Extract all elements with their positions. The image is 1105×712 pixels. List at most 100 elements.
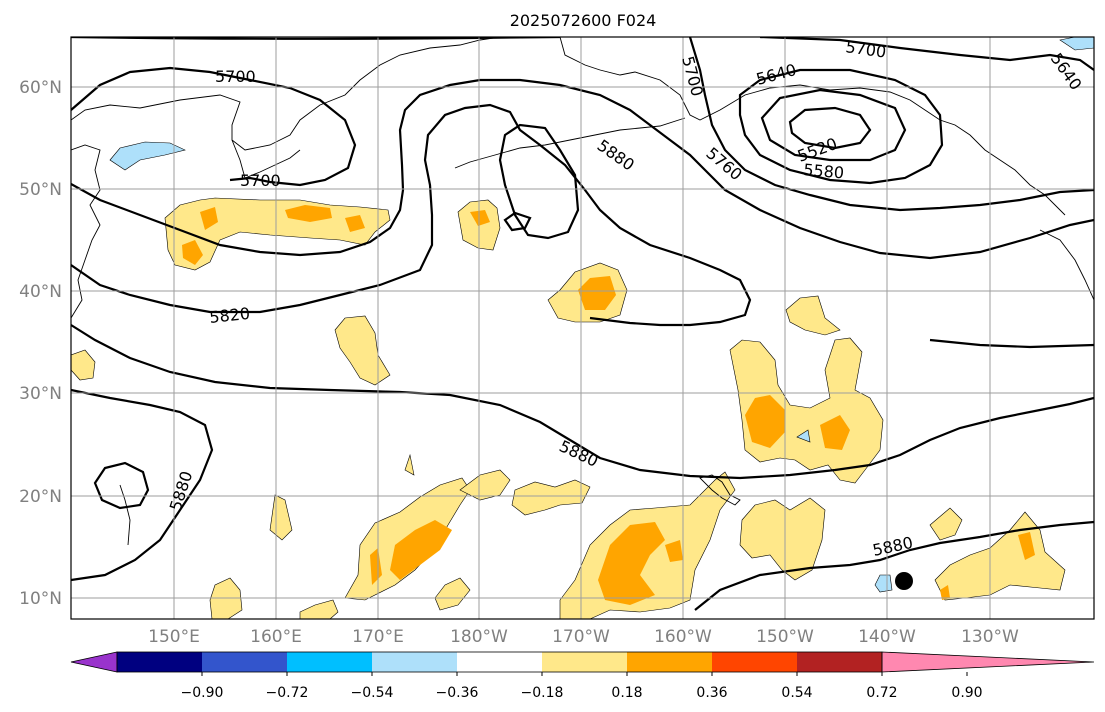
longitude-label: 140°W [858,627,916,647]
coast-north-america [1039,229,1094,301]
contour-5580 [760,88,907,162]
dark-area-4 [345,215,365,232]
dark-area-12 [665,540,683,562]
colorbar-tick-label: −0.72 [266,685,309,701]
latitude-label: 50°N [19,180,62,200]
colorbar-tick-label: −0.54 [351,685,394,701]
contour-high-tiny [503,211,532,232]
latitude-label: 40°N [19,282,62,302]
longitude-label: 170°E [352,627,404,647]
contour-5640 [738,68,944,185]
dark-area-2 [182,240,203,265]
colorbar-segment [797,652,882,672]
colorbar: −0.90 −0.72 −0.54 −0.36 −0.18 0.18 0.36 0.54 0.7… [70,651,1095,701]
gridlines [71,37,1094,619]
colorbar-segment [542,652,627,672]
contour-5700-east [759,37,1094,71]
contour-label: 5580 [803,160,845,182]
colorbar-tick-label: −0.18 [521,685,564,701]
colorbar-tick-label: 0.18 [611,685,642,701]
colorbar-tick-label: 0.72 [866,685,897,701]
dark-area-5 [470,210,490,226]
contour-5880-se [694,520,1094,611]
contour-label: 5820 [208,304,250,327]
latitude-labels: 60°N 50°N 40°N 30°N 20°N 10°N [19,78,62,609]
contour-5700-north [71,37,561,40]
contour-5520 [788,106,872,150]
latitude-label: 30°N [19,384,62,404]
contour-5760 [71,78,1094,260]
colorbar-tick-label: 0.36 [696,685,727,701]
contour-5820-east [929,338,1094,349]
colorbar-segment [372,652,457,672]
shade-area-kamchatka [164,197,391,271]
black-dot-marker [895,572,913,590]
coast-west-island [119,484,131,546]
longitude-label: 170°W [552,627,610,647]
height-contours [71,37,1094,611]
longitude-label: 160°W [654,627,712,647]
dark-area-11 [598,522,665,605]
dark-area-7 [745,395,785,448]
colorbar-segment [287,652,372,672]
dark-area-6 [578,276,616,310]
colorbar-segment [712,652,797,672]
dark-area-13 [1018,532,1035,560]
coast-bering [559,37,601,71]
colorbar-tick-label: −0.36 [436,685,479,701]
contour-5820 [71,103,752,327]
colorbar-tick-label: 0.54 [781,685,812,701]
colorbar-segment [627,652,712,672]
shade-area-east-north [785,295,841,336]
dark-area-14 [940,585,950,600]
longitude-label: 160°E [250,627,302,647]
coast-east-asia [71,144,101,319]
colorbar-tick-label: 0.90 [951,685,982,701]
dark-area-3 [285,205,332,222]
colorbar-outline [116,651,883,673]
map-background [71,37,1094,619]
blue-area-small [796,429,811,443]
contour-label: 5700 [240,171,281,190]
latitude-label: 10°N [19,589,62,609]
coast-aleutians [454,117,686,169]
dark-area-1 [200,207,218,230]
contour-5880-north-loop [498,123,580,240]
shade-area-subtropic-6 [929,507,963,541]
coast-siberia [71,37,501,151]
contour-5700-west [71,66,357,187]
dark-area-8 [820,415,850,450]
shade-area-small-4 [299,599,339,619]
colorbar-segment [117,652,202,672]
coast-alaska [599,69,1066,216]
dark-area-10 [370,548,382,585]
colorbar-segment [202,652,287,672]
shade-area-subtropic-5 [739,497,826,581]
shaded-blue-areas [109,37,1094,593]
map-frame [70,36,1095,620]
coast-kamchatka [231,139,301,179]
latitude-label: 20°N [19,487,62,507]
shade-area-west-edge [71,349,96,381]
contour-5880-main [71,324,1094,480]
dark-area-9 [390,520,452,580]
shade-area-subtropic-7 [934,511,1066,601]
longitude-label: 180°W [450,627,508,647]
colorbar-tick-label: −0.90 [181,685,224,701]
figure-title: 2025072600 F024 [510,11,657,30]
shade-area-subtropic-2 [459,469,511,501]
contour-high-small [93,461,150,510]
latitude-label: 60°N [19,78,62,98]
colorbar-segment [457,652,542,672]
contour-5700-alaska [688,37,1094,212]
shade-area-small-3 [434,577,471,611]
shade-area-small-5 [404,453,415,476]
longitude-labels: 150°E 160°E 170°E 180°W 170°W 160°W 150°W 140°W… [148,627,1019,647]
coastlines [71,37,1094,546]
longitude-label: 150°E [148,627,200,647]
colorbar-extend-high [881,651,1095,673]
contour-5880-sw [71,388,214,582]
colorbar-extend-low [70,651,118,673]
longitude-label: 130°W [961,627,1019,647]
map-area [71,37,1094,619]
